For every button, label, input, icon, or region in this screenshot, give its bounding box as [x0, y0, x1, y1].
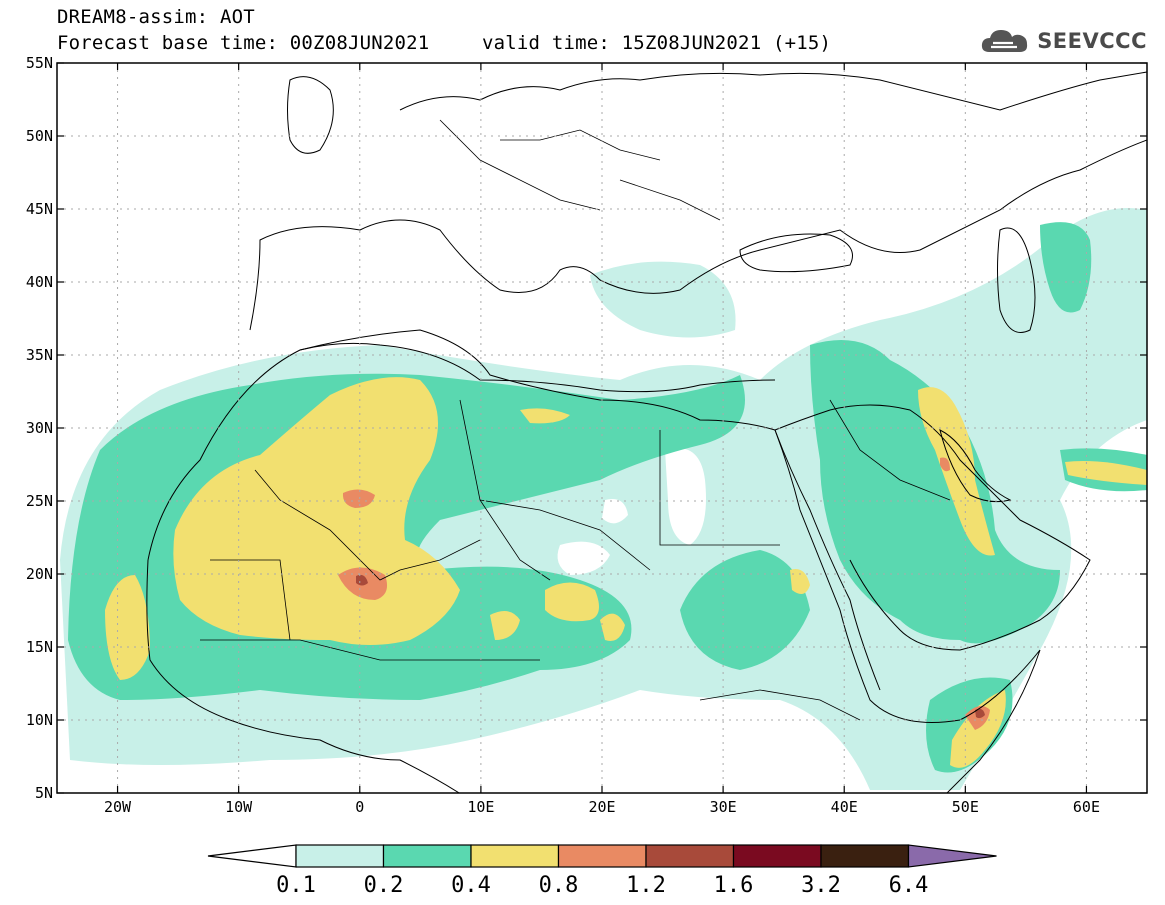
- red-sea: [774, 429, 881, 691]
- colorbar-swatch: [470, 844, 560, 868]
- aot-layer-0-2: [1040, 222, 1092, 313]
- colorbar-swatch: [645, 844, 735, 868]
- lon-tick-label: 0: [355, 798, 364, 816]
- lon-tick-label: 50E: [952, 798, 979, 816]
- colorbar-label: 0.2: [364, 873, 404, 898]
- lon-tick-label: 10E: [467, 798, 494, 816]
- lon-tick-label: 30E: [710, 798, 737, 816]
- lat-tick-label: 55N: [26, 54, 53, 72]
- lat-tick-label: 10N: [26, 711, 53, 729]
- aot-layer-0-1: [590, 261, 736, 338]
- lon-tick-label: 10W: [225, 798, 253, 816]
- forecast-base-time: Forecast base time: 00Z08JUN2021: [57, 32, 430, 54]
- lat-tick-label: 50N: [26, 127, 53, 145]
- lat-tick-label: 15N: [26, 638, 53, 656]
- black-sea: [739, 233, 853, 273]
- lat-tick-label: 25N: [26, 492, 53, 510]
- aot-layer-0-4: [545, 582, 599, 622]
- aot-field: [60, 208, 1147, 790]
- persian-gulf: [939, 429, 1012, 503]
- cloud-icon: [982, 30, 1028, 52]
- caspian-sea: [997, 227, 1036, 333]
- mediterranean-south: [299, 342, 776, 393]
- colorbar-label: 0.4: [451, 873, 491, 898]
- colorbar-label: 1.6: [714, 873, 754, 898]
- colorbar-label: 0.8: [539, 873, 579, 898]
- africa-west-coast: [146, 559, 461, 793]
- colorbar-swatch: [557, 844, 647, 868]
- graticule: [57, 63, 1147, 793]
- aot-layer-0-8: [940, 457, 950, 472]
- aot-layer-0-4: [173, 377, 461, 645]
- aot-layer-0-4: [105, 575, 150, 680]
- arabia-coastline: [774, 404, 1091, 651]
- aot-layer-0-1: [980, 366, 1087, 421]
- colorbar-label: 1.2: [626, 873, 666, 898]
- lat-tick-label: 35N: [26, 346, 53, 364]
- colorbar-label: 6.4: [889, 873, 929, 898]
- aot-layer-0-4: [790, 569, 810, 594]
- colorbar-swatch: [295, 844, 385, 868]
- colorbar-low-arrow: [207, 844, 297, 868]
- colorbar-swatch: [820, 844, 910, 868]
- aot-layer-0-8: [342, 489, 375, 508]
- aot-layer-0-2: [680, 550, 810, 670]
- coastlines: [146, 71, 1147, 793]
- colorbar-swatch: [382, 844, 472, 868]
- lon-tick-label: 60E: [1073, 798, 1100, 816]
- colorbar-labels: 0.1 0.2 0.4 0.8 1.2 1.6 3.2 6.4: [276, 873, 928, 898]
- lon-tick-label: 20E: [588, 798, 615, 816]
- lat-tick-label: 30N: [26, 419, 53, 437]
- aot-layer-0-4: [600, 613, 625, 641]
- colorbar: [207, 844, 997, 868]
- axis-ticks: [57, 62, 1147, 794]
- aot-layer-0-4: [1065, 461, 1147, 485]
- uk-outline: [287, 76, 334, 154]
- lon-tick-label: 40E: [831, 798, 858, 816]
- colorbar-swatch: [732, 844, 822, 868]
- aot-layer-0-2: [810, 340, 1060, 644]
- colorbar-label: 0.1: [276, 873, 316, 898]
- colorbar-high-arrow: [907, 844, 997, 868]
- aot-layer-0-4: [918, 387, 995, 556]
- colorbar-label: 3.2: [801, 873, 841, 898]
- lat-tick-label: 45N: [26, 200, 53, 218]
- europe-coastline: [249, 139, 1147, 331]
- logo-text: SEEVCCC: [1037, 29, 1147, 53]
- map-title: DREAM8-assim: AOT: [57, 6, 255, 28]
- aot-layer-1-2: [975, 708, 985, 719]
- lat-tick-label: 40N: [26, 273, 53, 291]
- north-europe: [399, 71, 1147, 111]
- seevccc-logo: SEEVCCC: [979, 26, 1147, 56]
- latitude-labels: 55N 50N 45N 40N 35N 30N 25N 20N 15N 10N 5N: [26, 54, 53, 802]
- valid-time: valid time: 15Z08JUN2021 (+15): [482, 32, 832, 54]
- aot-layer-0-4: [950, 690, 1006, 768]
- borders: [200, 119, 951, 721]
- aot-layer-1-2: [356, 574, 368, 586]
- lon-tick-label: 20W: [104, 798, 132, 816]
- aot-layer-0-4: [490, 611, 520, 640]
- lat-tick-label: 5N: [35, 784, 53, 802]
- lat-tick-label: 20N: [26, 565, 53, 583]
- aot-layer-0-4: [520, 408, 570, 424]
- longitude-labels: 20W 10W 0 10E 20E 30E 40E 50E 60E: [104, 798, 1100, 816]
